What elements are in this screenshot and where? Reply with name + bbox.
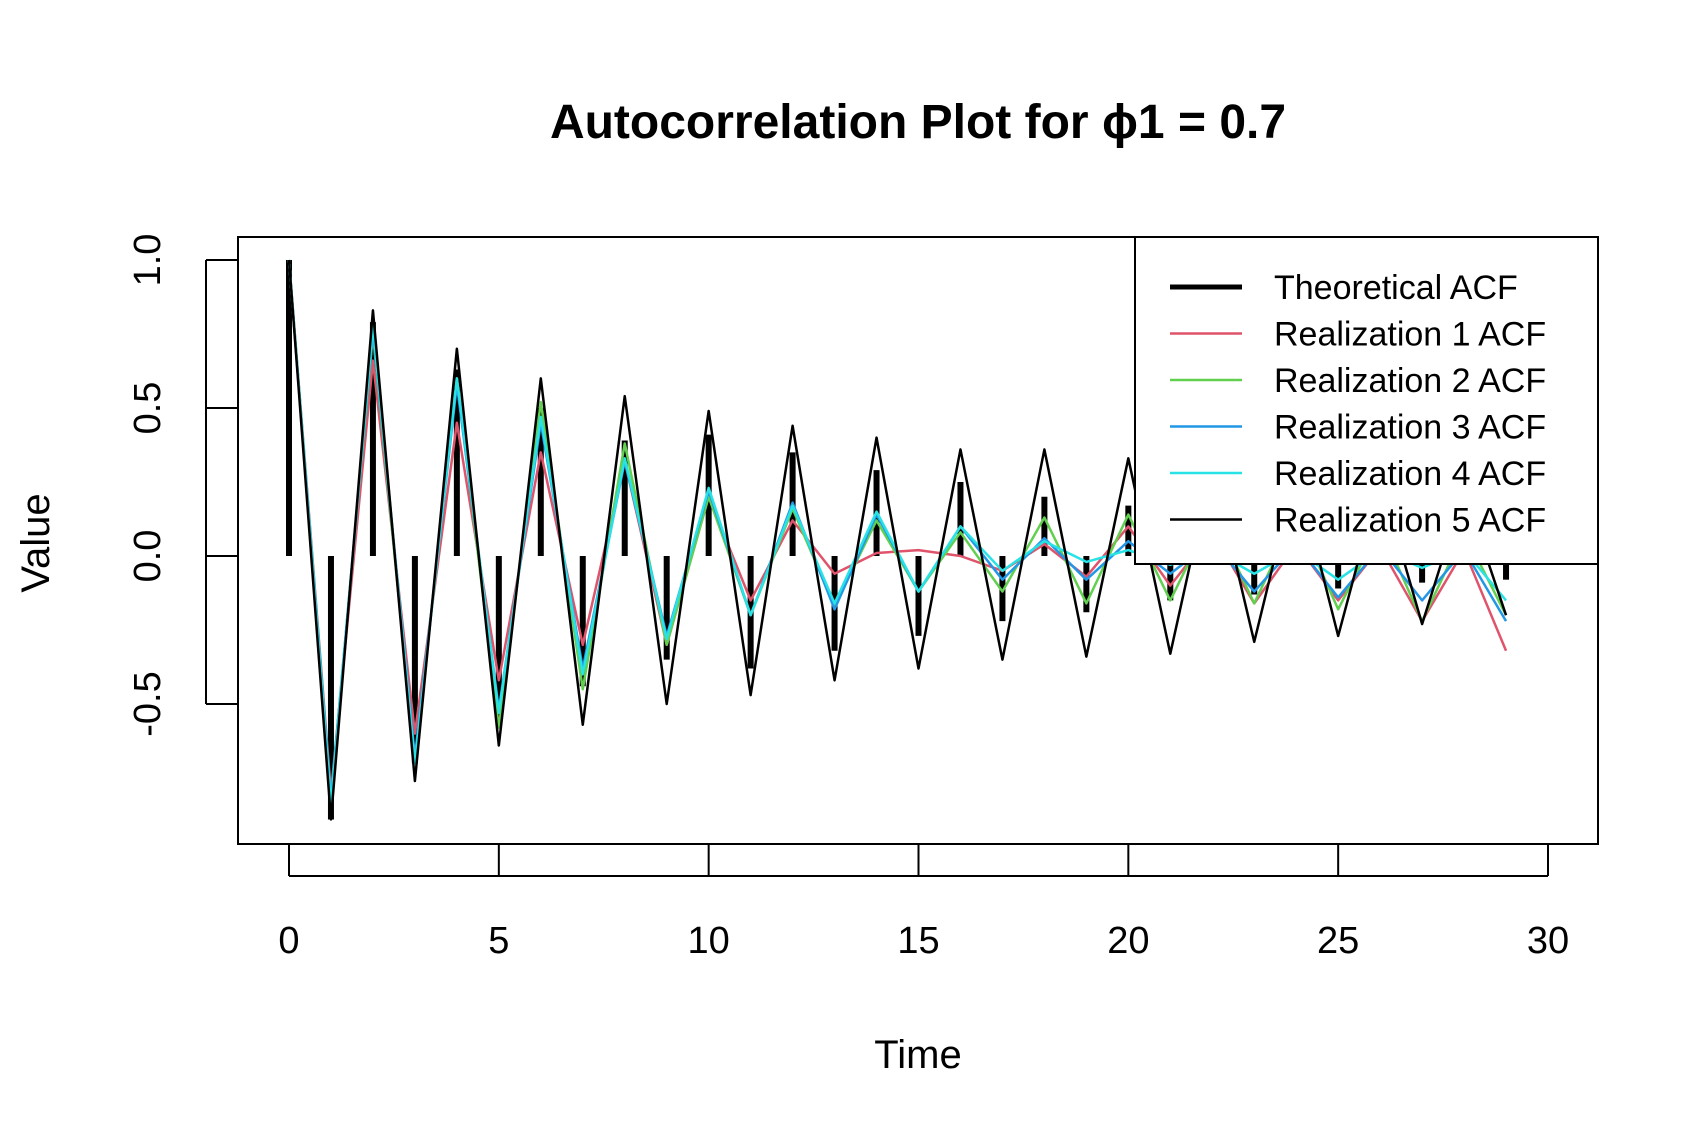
legend-label: Realization 5 ACF [1274, 502, 1546, 540]
legend-label: Realization 3 ACF [1274, 409, 1546, 447]
x-tick-label: 5 [488, 920, 509, 962]
y-tick-label: 1.0 [127, 234, 169, 287]
y-tick-label: 0.0 [127, 530, 169, 583]
y-tick-label: 0.5 [127, 382, 169, 435]
x-tick-label: 20 [1107, 920, 1149, 962]
y-tick-label: -0.5 [127, 671, 169, 736]
x-tick-label: 0 [278, 920, 299, 962]
legend-label: Theoretical ACF [1274, 269, 1518, 307]
x-tick-label: 30 [1527, 920, 1569, 962]
legend-label: Realization 1 ACF [1274, 316, 1546, 354]
legend-label: Realization 4 ACF [1274, 455, 1546, 493]
x-tick-label: 15 [897, 920, 939, 962]
chart-title: Autocorrelation Plot for ϕ1 = 0.7 [550, 96, 1286, 149]
legend: Theoretical ACF Realization 1 ACF Realizat… [1134, 236, 1599, 565]
x-axis-label: Time [874, 1033, 961, 1077]
x-tick-label: 10 [688, 920, 730, 962]
y-axis-label: Value [14, 493, 58, 592]
x-tick-label: 25 [1317, 920, 1359, 962]
axes: 0 5 10 15 20 25 30 -0.5 0.0 0.5 1.0 [127, 234, 1569, 962]
legend-box [1134, 236, 1599, 565]
legend-label: Realization 2 ACF [1274, 362, 1546, 400]
